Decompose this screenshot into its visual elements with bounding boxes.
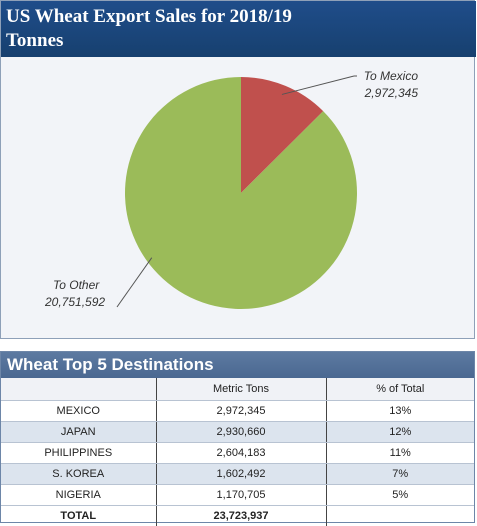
metric-tons-cell: 1,170,705	[156, 485, 326, 506]
metric-tons-cell: 2,930,660	[156, 422, 326, 443]
column-header: % of Total	[326, 378, 474, 401]
destination-cell: JAPAN	[1, 422, 156, 443]
percent-cell: 12%	[326, 422, 474, 443]
metric-tons-cell: 2,604,183	[156, 443, 326, 464]
percent-cell: 5%	[326, 485, 474, 506]
metric-tons-cell: 1,602,492	[156, 464, 326, 485]
metric-tons-cell: 2,972,345	[156, 401, 326, 422]
destination-cell: MEXICO	[1, 401, 156, 422]
table-title: Wheat Top 5 Destinations	[7, 355, 214, 375]
pie-label-other: To Other	[53, 278, 100, 292]
percent-cell: 11%	[326, 443, 474, 464]
destination-cell: S. KOREA	[1, 464, 156, 485]
chart-subtitle: Tonnes	[6, 31, 63, 51]
destination-cell: NIGERIA	[1, 485, 156, 506]
pie-label-mexico: To Mexico	[364, 69, 419, 83]
column-header: Metric Tons	[156, 378, 326, 401]
pie-value-mexico: 2,972,345	[364, 86, 419, 100]
chart-title-bar: US Wheat Export Sales for 2018/19 Tonnes	[1, 1, 476, 57]
percent-cell: 7%	[326, 464, 474, 485]
mexico-leader-line	[282, 76, 354, 94]
destinations-panel: Wheat Top 5 Destinations Metric Tons% of…	[0, 351, 475, 523]
column-header	[1, 378, 156, 401]
pie-chart: To Mexico 2,972,345 To Other 20,751,592	[1, 57, 474, 338]
pie-value-other: 20,751,592	[44, 295, 105, 309]
percent-cell: 13%	[326, 401, 474, 422]
table-header-row: Metric Tons% of Total	[1, 378, 474, 401]
chart-panel: US Wheat Export Sales for 2018/19 Tonnes…	[0, 0, 475, 339]
destination-cell: PHILIPPINES	[1, 443, 156, 464]
other-leader-line	[117, 258, 152, 307]
table-title-bar: Wheat Top 5 Destinations	[1, 352, 474, 378]
chart-title: US Wheat Export Sales for 2018/19	[6, 7, 292, 27]
